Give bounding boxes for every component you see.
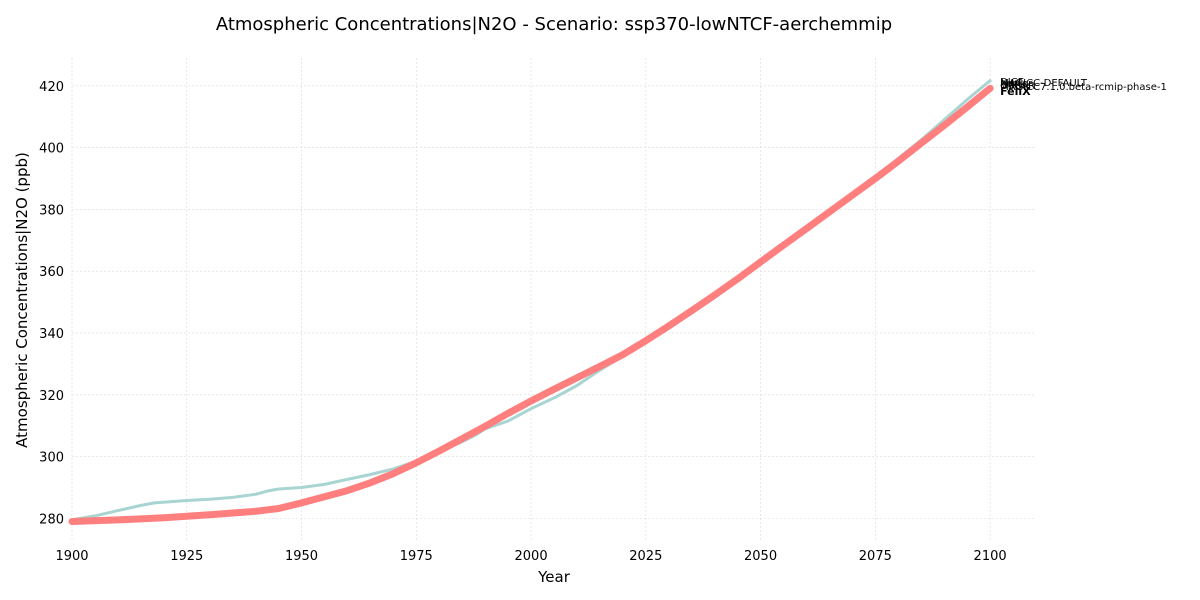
x-tick-label: 2075 — [859, 549, 892, 564]
y-tick-label: 360 — [39, 265, 64, 280]
series-layer — [68, 79, 994, 525]
chart-title: Atmospheric Concentrations|N2O - Scenari… — [216, 14, 892, 35]
y-axis-title: Atmospheric Concentrations|N2O (ppb) — [13, 152, 31, 448]
x-tick-label: 1925 — [170, 549, 203, 564]
x-tick-label: 2050 — [744, 549, 777, 564]
y-axis: 280 300 320 340 360 380 400 420 — [39, 80, 64, 528]
x-tick-label: 1975 — [400, 549, 433, 564]
series-end-label: hector — [1000, 78, 1033, 89]
grid — [71, 58, 1036, 540]
x-tick-label: 2025 — [629, 549, 662, 564]
y-tick-label: 380 — [39, 203, 64, 218]
series-end-label: MAGICC7.1.0.beta-rcmip-phase-1 — [1000, 82, 1167, 93]
x-tick-label: 2100 — [974, 549, 1007, 564]
series-end-label: DICE — [1000, 77, 1024, 88]
x-tick-label: 1900 — [55, 549, 88, 564]
x-tick-label: 2000 — [515, 549, 548, 564]
y-tick-label: 340 — [39, 327, 64, 342]
y-tick-label: 400 — [39, 142, 64, 157]
y-tick-label: 280 — [39, 512, 64, 527]
y-tick-label: 320 — [39, 389, 64, 404]
x-axis-title: Year — [537, 568, 571, 586]
series-end-label: MAGICC-DEFAULT — [1000, 78, 1088, 89]
series-end-label: OSCAR — [1000, 81, 1035, 92]
x-tick-label: 1950 — [285, 549, 318, 564]
series-end-label: FaIR — [1000, 80, 1021, 91]
x-axis: 1900 1925 1950 1975 2000 2025 2050 2075 2100 — [55, 549, 1006, 564]
series-end-label: FeliX — [1000, 85, 1031, 98]
y-tick-label: 300 — [39, 451, 64, 466]
series-end-labels: DICEMAGICC-DEFAULThectorFaIROSCARMAGICC7… — [1000, 77, 1167, 98]
series-line-2 — [68, 84, 994, 525]
y-tick-label: 420 — [39, 80, 64, 95]
